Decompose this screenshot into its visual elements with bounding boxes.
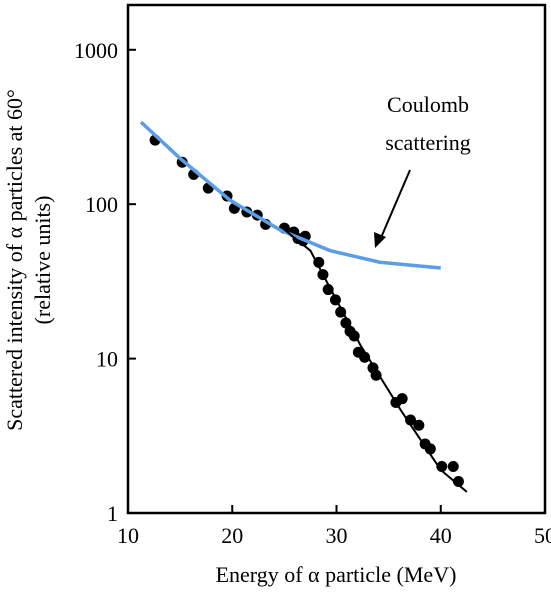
x-tick-label: 50 [534,523,551,548]
annotation: scattering [385,130,471,155]
y-tick-label: 10 [96,347,118,372]
data-point [413,419,425,431]
y-tick-label: 1 [107,501,118,526]
data-point [436,461,448,473]
data-point [322,284,334,296]
data-point [396,393,408,405]
x-tick-label: 40 [430,523,452,548]
annotation-arrow [379,169,411,241]
y-axis-label: (relative units) [30,196,55,325]
x-tick-label: 30 [326,523,348,548]
y-axis-label: Scattered intensity of α particles at 60… [2,89,27,431]
x-axis-label: Energy of α particle (MeV) [216,562,457,587]
fit-line [139,120,441,270]
plot-frame [126,3,547,515]
x-tick-label: 20 [221,523,243,548]
fit-line [279,225,468,493]
data-point [452,475,464,487]
y-tick-label: 100 [85,192,118,217]
data-point [370,369,382,381]
y-tick-label: 1000 [74,38,118,63]
data-point [447,461,459,473]
arrow-head [374,232,386,248]
data-point [340,317,352,329]
data-point [405,414,417,426]
annotation: Coulomb [387,92,469,117]
x-tick-label: 10 [117,523,139,548]
